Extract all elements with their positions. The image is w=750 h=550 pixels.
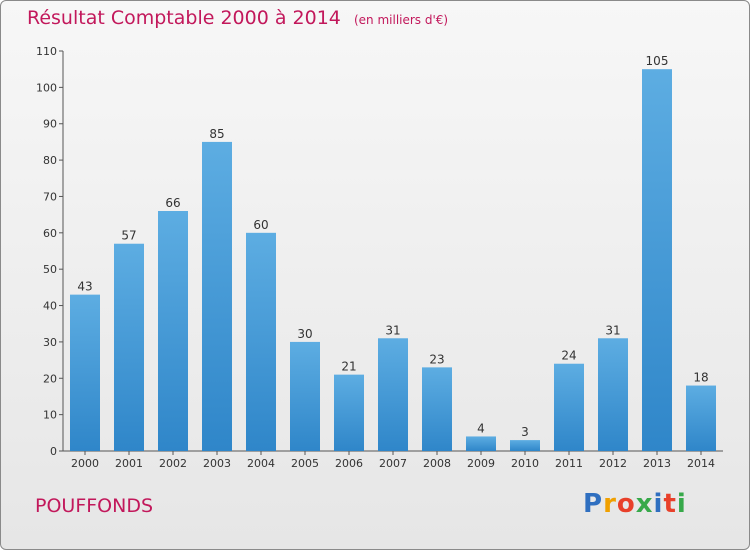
- bar-value-label: 66: [165, 196, 180, 210]
- commune-name: POUFFONDS: [35, 495, 154, 517]
- y-tick-label: 60: [43, 227, 57, 240]
- bar: [466, 436, 496, 451]
- bar: [378, 338, 408, 451]
- bar-value-label: 30: [297, 327, 312, 341]
- x-tick-label: 2008: [423, 457, 451, 470]
- logo-letter: o: [616, 489, 636, 519]
- bar-value-label: 24: [561, 349, 576, 363]
- chart-title: Résultat Comptable 2000 à 2014 (en milli…: [27, 7, 448, 29]
- x-tick-label: 2001: [115, 457, 143, 470]
- bar-value-label: 21: [341, 360, 356, 374]
- logo-letter: r: [603, 489, 617, 519]
- bar-value-label: 43: [77, 280, 92, 294]
- bar: [422, 367, 452, 451]
- y-tick-label: 10: [43, 409, 57, 422]
- bar: [114, 243, 144, 451]
- bar-value-label: 31: [385, 323, 400, 337]
- x-tick-label: 2014: [687, 457, 715, 470]
- bar-value-label: 23: [429, 352, 444, 366]
- chart-title-unit: (en milliers d'€): [353, 13, 449, 27]
- bar: [598, 338, 628, 451]
- bar: [686, 385, 716, 451]
- x-tick-label: 2007: [379, 457, 407, 470]
- bar: [290, 341, 320, 451]
- x-tick-label: 2003: [203, 457, 231, 470]
- logo-letter: x: [635, 489, 654, 519]
- y-tick-label: 40: [43, 300, 57, 313]
- bar: [554, 363, 584, 451]
- y-tick-label: 20: [43, 372, 57, 385]
- logo-letter: i: [676, 489, 687, 519]
- x-tick-label: 2006: [335, 457, 363, 470]
- bar-value-label: 105: [646, 54, 669, 68]
- bar: [70, 294, 100, 451]
- bar-value-label: 4: [477, 421, 485, 435]
- x-tick-label: 2013: [643, 457, 671, 470]
- bar: [510, 440, 540, 451]
- y-tick-label: 90: [43, 118, 57, 131]
- y-tick-label: 110: [36, 45, 57, 58]
- bar: [158, 211, 188, 451]
- y-tick-label: 0: [50, 445, 57, 458]
- x-tick-label: 2002: [159, 457, 187, 470]
- x-tick-label: 2000: [71, 457, 99, 470]
- chart-title-main: Résultat Comptable 2000 à 2014: [27, 7, 341, 29]
- bar: [642, 69, 672, 451]
- x-tick-label: 2010: [511, 457, 539, 470]
- x-tick-label: 2012: [599, 457, 627, 470]
- logo-letter: t: [663, 489, 677, 519]
- y-tick-label: 70: [43, 190, 57, 203]
- bar-value-label: 3: [521, 425, 529, 439]
- chart-labels: 4320005720016620028520036020043020052120…: [71, 54, 715, 470]
- bar: [202, 141, 232, 451]
- bar-value-label: 31: [605, 323, 620, 337]
- x-tick-label: 2004: [247, 457, 275, 470]
- bar: [246, 232, 276, 451]
- bar: [334, 374, 364, 451]
- chart-bars: [70, 69, 716, 451]
- logo-letter: i: [653, 489, 664, 519]
- bar-value-label: 57: [121, 229, 136, 243]
- y-tick-label: 50: [43, 263, 57, 276]
- y-tick-label: 80: [43, 154, 57, 167]
- x-tick-label: 2009: [467, 457, 495, 470]
- logo-letter: P: [583, 489, 604, 519]
- bar-value-label: 85: [209, 127, 224, 141]
- y-tick-label: 30: [43, 336, 57, 349]
- x-tick-label: 2011: [555, 457, 583, 470]
- y-tick-label: 100: [36, 81, 57, 94]
- bar-value-label: 18: [693, 371, 708, 385]
- proxiti-logo: Proxiti: [583, 489, 687, 519]
- bar-value-label: 60: [253, 218, 268, 232]
- x-tick-label: 2005: [291, 457, 319, 470]
